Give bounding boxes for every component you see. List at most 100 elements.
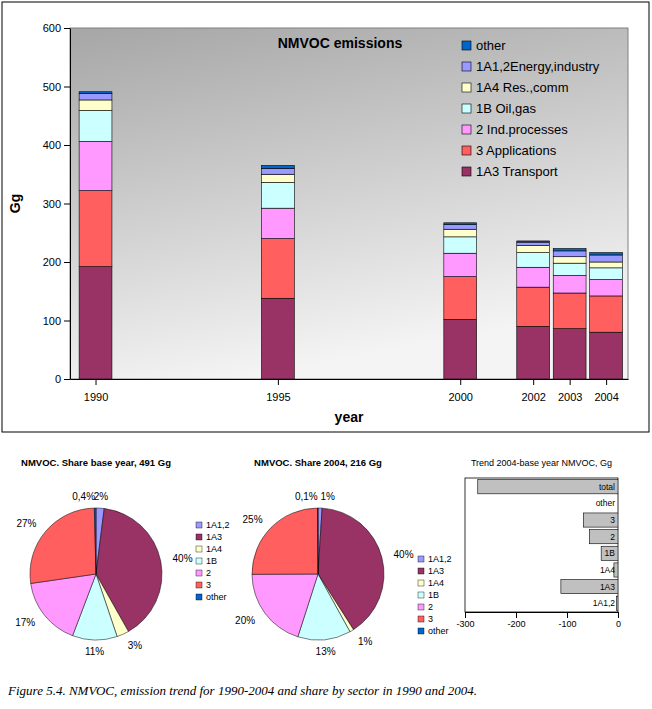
- bar: [618, 496, 619, 510]
- bar: [616, 596, 618, 610]
- tick: 2002: [521, 379, 545, 403]
- bar-segment: [517, 241, 550, 242]
- tick: -100: [558, 612, 576, 629]
- tick-label: -300: [456, 619, 474, 629]
- legend-swatch: [196, 522, 202, 528]
- legend-label: 1A3: [206, 532, 222, 542]
- tick: 1990: [84, 379, 108, 403]
- category-label: 1A4: [600, 565, 615, 575]
- tick: 2000: [448, 379, 472, 403]
- legend-label: 1A4: [428, 578, 444, 588]
- tick-mark: [64, 204, 70, 205]
- legend-swatch: [418, 592, 424, 598]
- legend-swatch: [418, 568, 424, 574]
- bar-segment: [590, 262, 623, 268]
- tick-label: 2000: [448, 391, 472, 403]
- chart-title: NMVOC. Share base year, 491 Gg: [21, 457, 171, 468]
- legend-swatch: [196, 558, 202, 564]
- category-labels: totalother321B1A41A31A1,2: [593, 482, 616, 609]
- tick: 2003: [558, 379, 582, 403]
- plot-area: [465, 478, 618, 612]
- legend-label: 1A4: [206, 544, 222, 554]
- bar: [561, 580, 618, 594]
- axis-line: [70, 29, 71, 380]
- tick-mark: [64, 28, 70, 29]
- bar-segment: [444, 229, 477, 237]
- bar-segment: [79, 94, 112, 100]
- bar-segment: [444, 253, 477, 276]
- legend-swatch: [462, 167, 471, 176]
- bar-segment: [444, 319, 477, 379]
- bar-segment: [553, 293, 586, 329]
- bar-segment: [590, 253, 623, 255]
- bar: [478, 480, 618, 494]
- data-label: 20%: [235, 615, 255, 626]
- bar-segment: [261, 239, 294, 299]
- data-label: 1%: [358, 636, 373, 647]
- axis: 0100200300400500600: [43, 22, 71, 385]
- legend-label: 1A3 Transport: [476, 164, 558, 179]
- legend-label: 3: [428, 614, 433, 624]
- tick: 300: [43, 198, 70, 210]
- bar-segment: [261, 168, 294, 174]
- bar-segment: [444, 277, 477, 320]
- tick-label: 200: [43, 256, 61, 268]
- legend-label: 1A1,2Energy,industry: [476, 59, 600, 74]
- tick-mark: [606, 379, 607, 385]
- legend-label: 1B Oil,gas: [476, 101, 536, 116]
- bar-segment: [79, 92, 112, 94]
- legend-swatch: [196, 570, 202, 576]
- tick: 500: [43, 81, 70, 93]
- figure: 0100200300400500600199019952000200220032…: [0, 0, 652, 709]
- chart-title: NMVOC emissions: [278, 35, 403, 51]
- bar-segment: [553, 251, 586, 257]
- legend-label: 1A3: [428, 566, 444, 576]
- bar-segment: [517, 242, 550, 246]
- pie: [252, 508, 384, 640]
- tick-mark: [618, 612, 619, 618]
- bars: [79, 92, 622, 379]
- tick-mark: [460, 379, 461, 385]
- bar-segment: [590, 332, 623, 379]
- bar-segment: [553, 249, 586, 251]
- tick-label: 2002: [521, 391, 545, 403]
- category-label: total: [599, 482, 615, 492]
- legend-swatch: [418, 628, 424, 634]
- data-label: 40%: [173, 553, 193, 564]
- tick: 2004: [594, 379, 618, 403]
- bar-segment: [79, 141, 112, 190]
- tick-label: 0: [616, 619, 621, 629]
- bar-segment: [444, 223, 477, 225]
- data-label: 40%: [394, 549, 414, 560]
- legend-swatch: [196, 582, 202, 588]
- bar-segment: [517, 267, 550, 287]
- data-label: 1%: [320, 491, 335, 502]
- data-labels: 2%40%3%11%17%27%0,4%: [15, 491, 193, 658]
- tick-label: -200: [507, 619, 525, 629]
- legend-swatch: [418, 556, 424, 562]
- legend-swatch: [462, 83, 471, 92]
- legend-label: 3: [206, 580, 211, 590]
- bar: [601, 546, 618, 560]
- pie-slice: [252, 574, 318, 637]
- chart-frame: [2, 2, 649, 432]
- pie-slice: [30, 508, 96, 583]
- bar: [583, 513, 618, 527]
- data-label: 3%: [128, 640, 143, 651]
- bar-segment: [553, 263, 586, 275]
- legend-label: 3 Applications: [476, 143, 557, 158]
- tick: 100: [43, 315, 70, 327]
- tick-label: 400: [43, 139, 61, 151]
- bar-segment: [261, 208, 294, 238]
- legend-label: 1B: [428, 590, 439, 600]
- legend-label: 1A1,2: [428, 554, 452, 564]
- bar: [589, 530, 618, 544]
- legend-swatch: [462, 146, 471, 155]
- bar-segment: [261, 182, 294, 208]
- tick-mark: [64, 145, 70, 146]
- bar-segment: [79, 267, 112, 379]
- bar-segment: [79, 110, 112, 141]
- chart-title: Trend 2004-base year NMVOC, Gg: [471, 458, 612, 468]
- legend-label: 1A4 Res.,comm: [476, 80, 568, 95]
- bar-segment: [590, 268, 623, 280]
